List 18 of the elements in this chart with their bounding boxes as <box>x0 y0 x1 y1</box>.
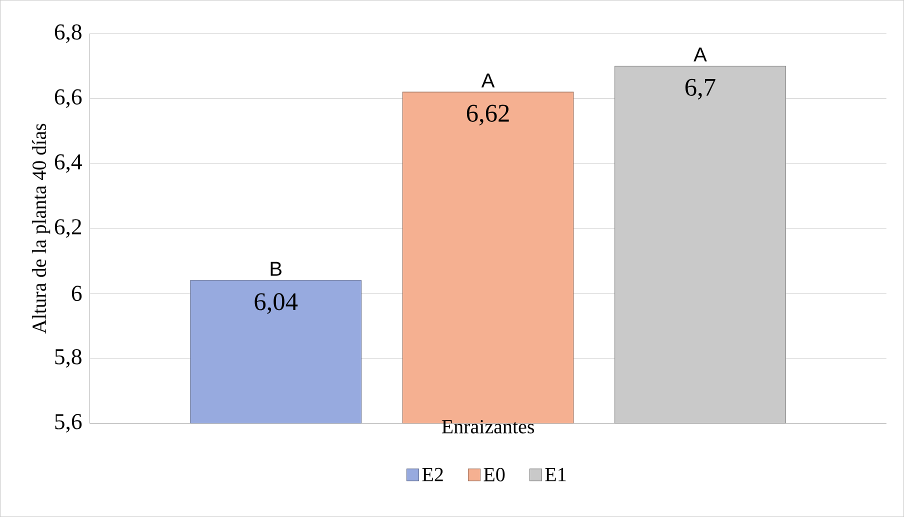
legend-label: E2 <box>422 468 443 482</box>
y-tick-label: 5,6 <box>55 414 82 433</box>
annotation: B <box>270 262 282 276</box>
data-label: 6,7 <box>685 78 716 100</box>
y-tick-label: 6,6 <box>54 89 82 108</box>
y-axis-title: Altura de la planta 40 días <box>32 124 50 334</box>
data-label: 6,04 <box>254 293 298 314</box>
legend-label: E0 <box>484 468 505 482</box>
annotation: A <box>481 74 495 88</box>
y-tick-label: 6,2 <box>54 219 82 238</box>
legend-label: E1 <box>545 468 566 482</box>
y-tick-label: 5,8 <box>55 349 82 368</box>
data-label: 6,62 <box>466 104 509 126</box>
annotation: A <box>694 48 707 62</box>
y-tick-label: 6,4 <box>54 154 82 173</box>
y-tick-label: 6 <box>72 286 82 302</box>
x-axis-title: Enraizantes <box>442 420 534 434</box>
y-tick-label: 6,8 <box>54 24 82 43</box>
